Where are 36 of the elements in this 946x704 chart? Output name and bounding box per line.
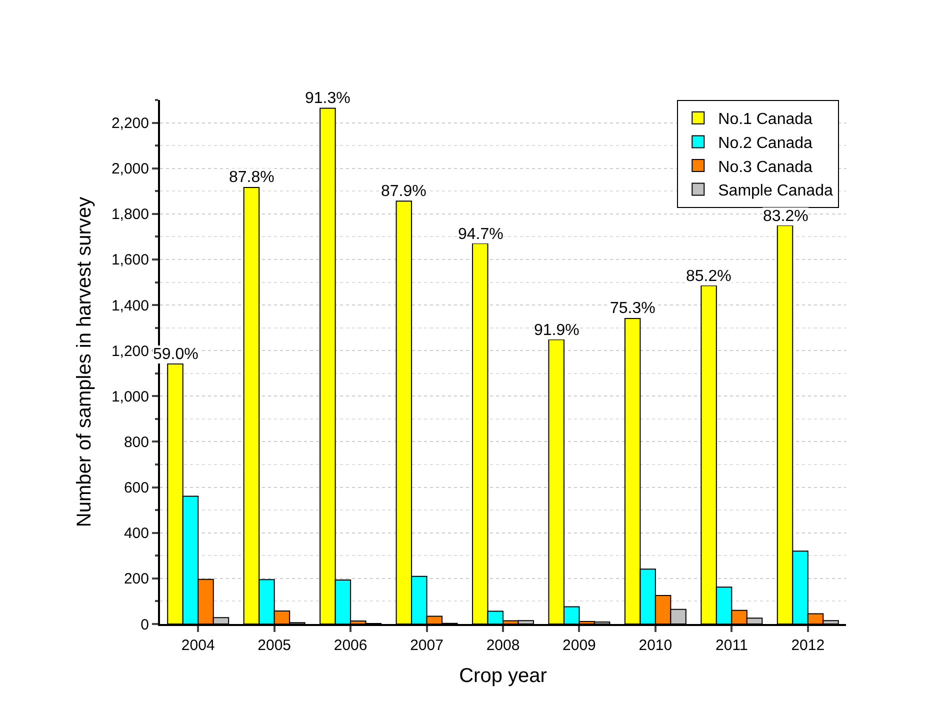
annotation: 87.9% bbox=[381, 183, 426, 200]
annotation: 75.3% bbox=[610, 300, 656, 317]
annotation: 59.0% bbox=[153, 346, 198, 363]
annotation: 91.3% bbox=[305, 90, 350, 107]
y-tick-label: 1,200 bbox=[111, 342, 149, 360]
y-tick-label: 1,600 bbox=[111, 252, 149, 269]
legend-label: Sample Canada bbox=[718, 182, 833, 200]
x-tick-label: 2011 bbox=[716, 637, 748, 654]
y-tick-label: 1,000 bbox=[111, 388, 149, 406]
x-tick-label: 2009 bbox=[562, 637, 596, 654]
annotation: 83.2% bbox=[763, 208, 808, 225]
x-tick-label: 2010 bbox=[638, 637, 672, 654]
legend-label: No.1 Canada bbox=[718, 111, 813, 128]
y-tick-label: 1,400 bbox=[111, 297, 149, 314]
x-tick-label: 2012 bbox=[791, 637, 825, 654]
legend-label: No.2 Canada bbox=[718, 134, 813, 152]
x-tick-label: 2006 bbox=[334, 637, 368, 654]
annotation: 87.8% bbox=[229, 169, 274, 186]
y-tick-label: 2,200 bbox=[111, 115, 149, 132]
annotation: 85.2% bbox=[686, 268, 732, 285]
y-tick-label: 800 bbox=[124, 434, 149, 451]
x-tick-label: 2004 bbox=[181, 637, 215, 654]
annotation: 94.7% bbox=[458, 226, 504, 243]
y-tick-label: 0 bbox=[140, 616, 149, 634]
y-tick-label: 600 bbox=[124, 480, 149, 497]
annotation: 91.9% bbox=[534, 322, 580, 339]
x-tick-label: 2008 bbox=[486, 637, 520, 654]
legend-label: No.3 Canada bbox=[718, 158, 813, 176]
y-tick-label: 1,800 bbox=[111, 206, 149, 224]
y-tick-label: 2,000 bbox=[111, 160, 149, 178]
x-axis-title: Crop year bbox=[459, 665, 548, 687]
y-tick-label: 400 bbox=[124, 525, 149, 542]
y-axis-title: Number of samples in harvest survey bbox=[73, 196, 96, 528]
x-tick-label: 2005 bbox=[258, 637, 292, 654]
x-tick-label: 2007 bbox=[410, 637, 444, 654]
y-tick-label: 200 bbox=[124, 570, 149, 588]
